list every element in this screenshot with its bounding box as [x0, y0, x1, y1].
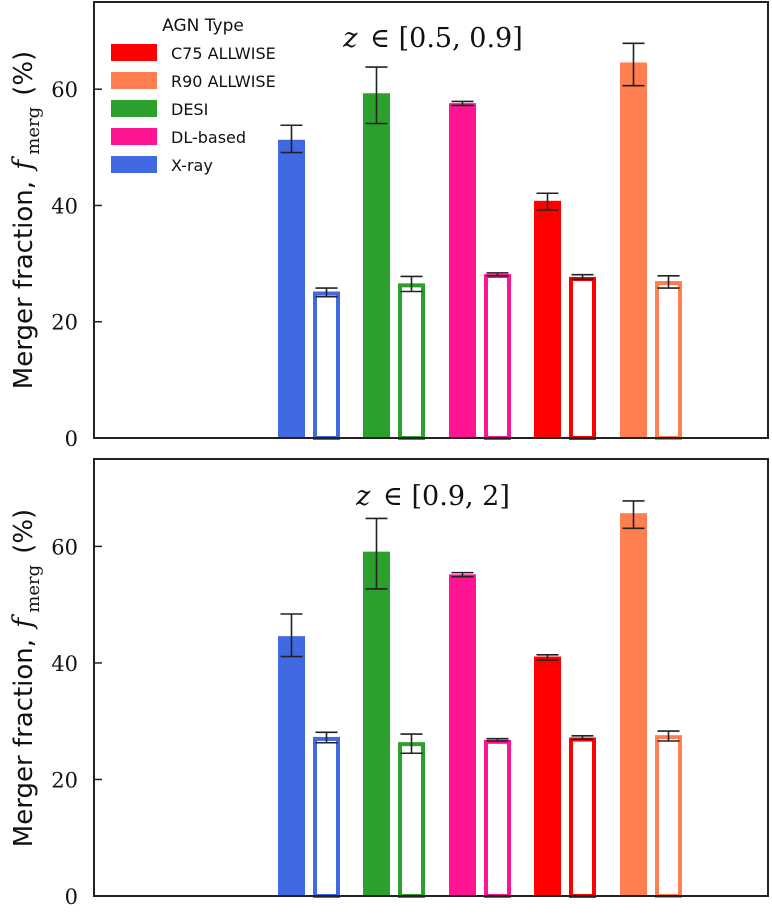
y-tick-label: 0 [65, 885, 78, 909]
bar-agn-r90-allwise [620, 513, 647, 896]
top-panel: Merger fraction, f merg (%) z ∈ [0.5, 0.… [8, 1, 769, 451]
bar-agn-c75-allwise [534, 656, 561, 896]
y-tick-label: 40 [51, 652, 78, 676]
legend-label-c75-allwise: C75 ALLWISE [171, 44, 276, 63]
bar-control-desi [398, 283, 425, 440]
bar-control-dl-based [484, 274, 511, 440]
legend-label-desi: DESI [171, 100, 208, 119]
bar-control-r90-allwise [655, 735, 682, 899]
y-tick-label: 60 [51, 535, 78, 559]
y-tick-label: 20 [51, 311, 78, 335]
y-tick-label: 60 [51, 78, 78, 102]
y-tick-label: 20 [51, 768, 78, 792]
bar-control-x-ray [313, 291, 340, 440]
bar-control-r90-allwise [655, 281, 682, 441]
svg-text:Merger fraction, f: Merger fraction, f merg (%) [8, 509, 44, 847]
bar-agn-r90-allwise [620, 62, 647, 438]
bar-agn-c75-allwise [534, 200, 561, 438]
legend-title: AGN Type [162, 16, 244, 36]
y-ticks: 0 20 40 60 [51, 535, 102, 909]
bar-agn-x-ray [278, 139, 305, 438]
y-tick-label: 40 [51, 194, 78, 218]
y-ticks: 0 20 40 60 [51, 78, 102, 451]
legend-swatch-r90-allwise [111, 72, 157, 89]
legend-label-x-ray: X-ray [171, 156, 213, 175]
legend-swatch-dl-based [111, 128, 157, 145]
bar-agn-dl-based [449, 103, 476, 438]
bars-layer [278, 500, 682, 899]
legend-label-dl-based: DL-based [171, 128, 246, 147]
plot-frame [93, 458, 769, 897]
bar-control-c75-allwise [569, 737, 596, 898]
plot-frame [93, 1, 769, 439]
bottom-panel: Merger fraction, f merg (%) z ∈ [0.9, 2]… [8, 458, 769, 909]
legend: AGN Type C75 ALLWISE R90 ALLWISE DESI DL… [111, 16, 276, 175]
legend-swatch-x-ray [111, 156, 157, 173]
svg-text:Merger fraction, f: Merger fraction, f merg (%) [8, 51, 44, 389]
panel-title: z ∈ [0.9, 2] [355, 481, 510, 512]
bar-agn-desi [363, 93, 390, 438]
bar-control-c75-allwise [569, 276, 596, 440]
legend-label-r90-allwise: R90 ALLWISE [171, 72, 276, 91]
bar-agn-x-ray [278, 636, 305, 896]
legend-swatch-c75-allwise [111, 44, 157, 61]
y-tick-label: 0 [65, 427, 78, 451]
bar-control-dl-based [484, 739, 511, 898]
panel-title: z ∈ [0.5, 0.9] [342, 23, 523, 54]
y-axis-label: Merger fraction, f merg (%) [8, 51, 44, 389]
y-axis-label: Merger fraction, f merg (%) [8, 509, 44, 847]
legend-swatch-desi [111, 100, 157, 117]
bar-agn-dl-based [449, 574, 476, 896]
bars-layer [278, 42, 682, 441]
bar-control-x-ray [313, 736, 340, 898]
bar-agn-desi [363, 551, 390, 896]
bar-control-desi [398, 742, 425, 899]
